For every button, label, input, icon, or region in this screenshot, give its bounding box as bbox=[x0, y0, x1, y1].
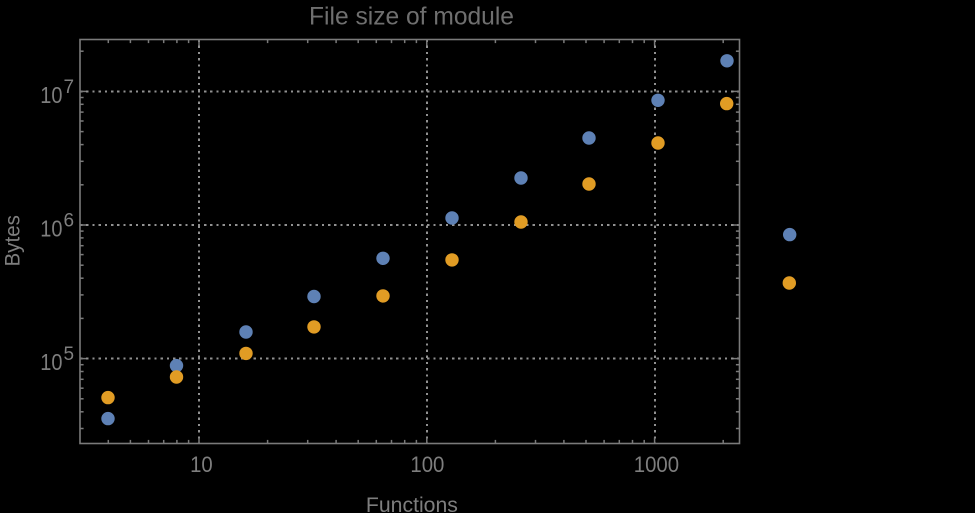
svg-text:10: 10 bbox=[40, 216, 62, 242]
svg-text:6: 6 bbox=[64, 211, 75, 232]
svg-text:7: 7 bbox=[64, 77, 75, 98]
svg-text:5: 5 bbox=[64, 344, 75, 365]
svg-text:1000: 1000 bbox=[634, 452, 679, 477]
svg-text:10: 10 bbox=[40, 82, 62, 108]
svg-text:10: 10 bbox=[40, 349, 62, 375]
svg-text:10: 10 bbox=[190, 452, 213, 477]
svg-text:Bytes: Bytes bbox=[1, 215, 25, 266]
svg-text:Functions: Functions bbox=[366, 493, 458, 513]
svg-text:100: 100 bbox=[410, 452, 444, 477]
svg-text:File size of module: File size of module bbox=[309, 3, 514, 31]
